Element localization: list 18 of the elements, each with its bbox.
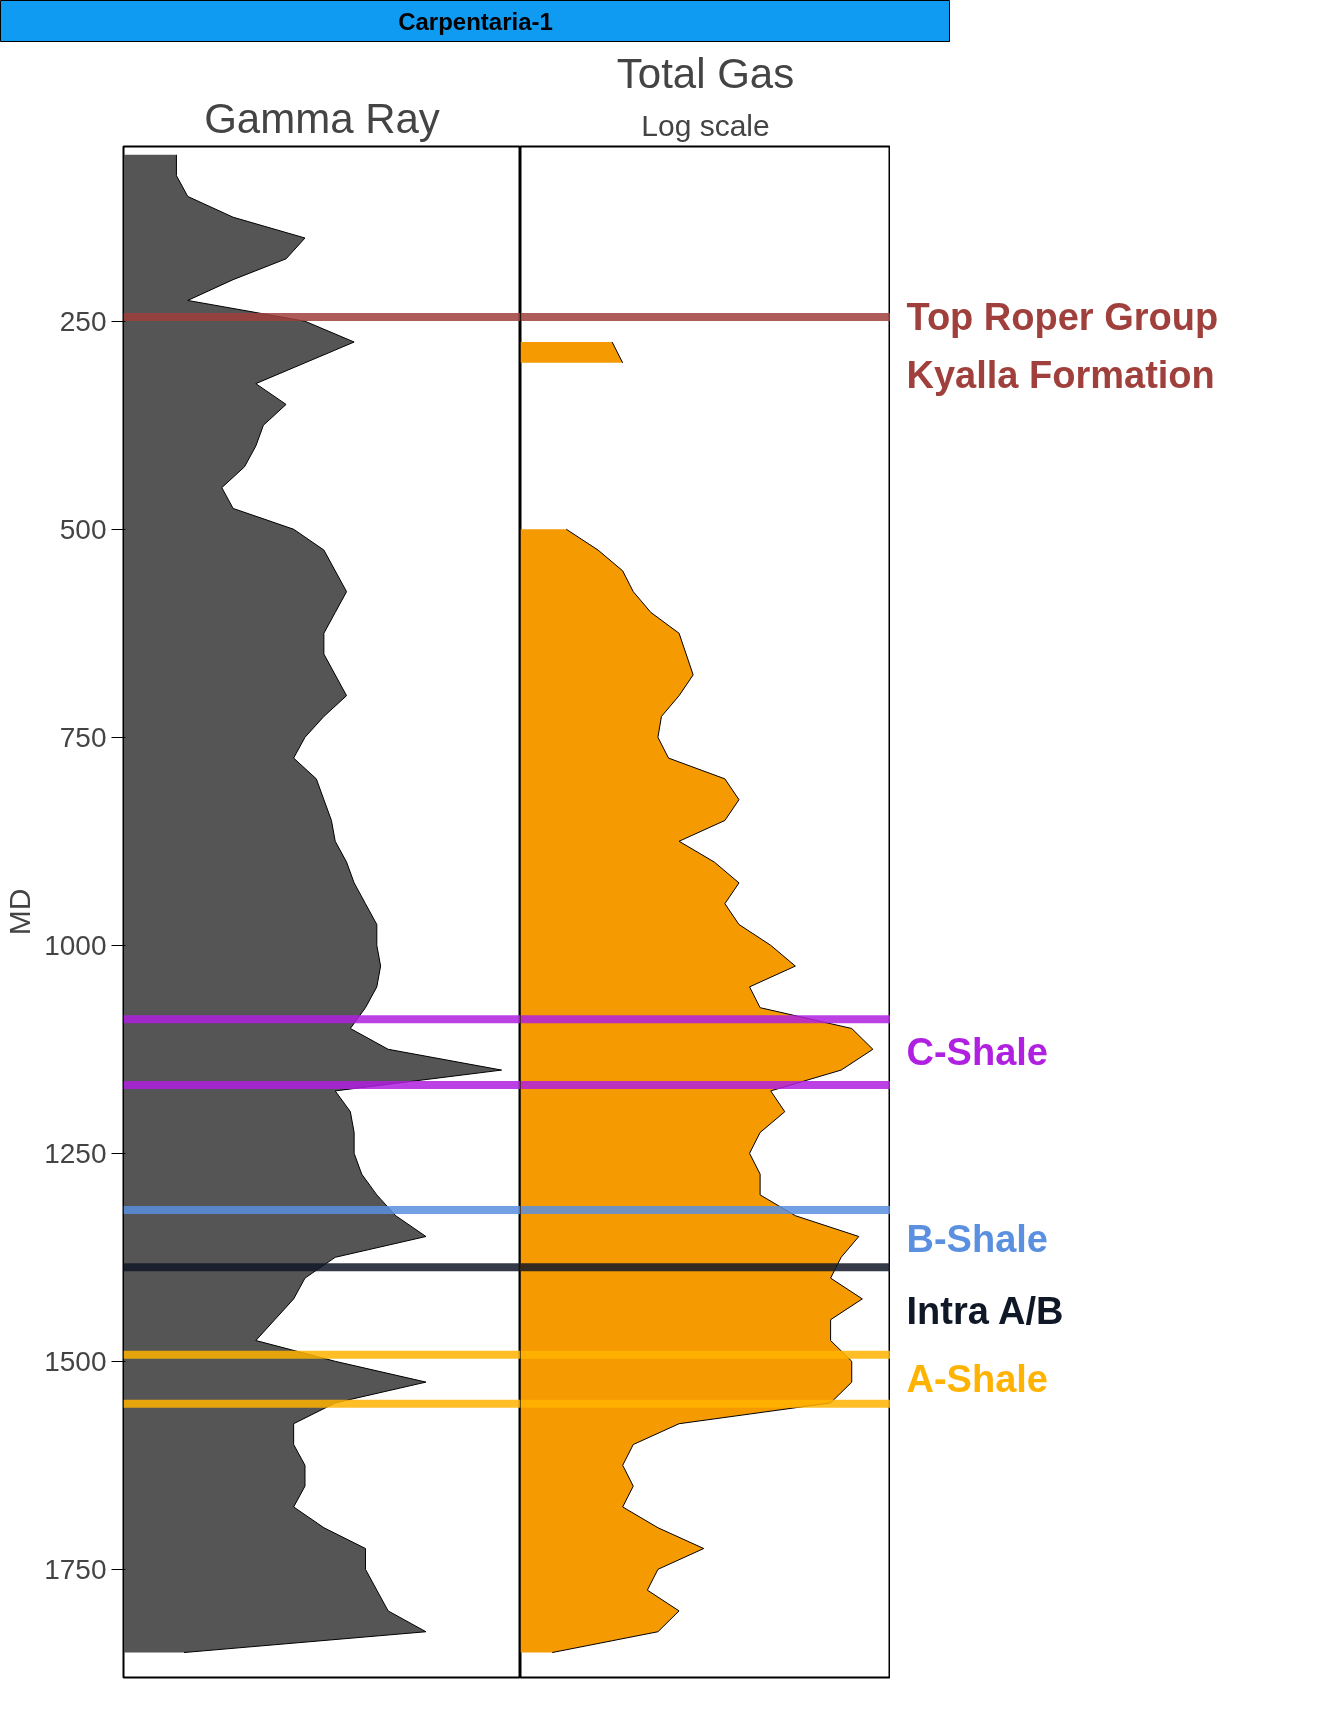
- chart-title: Gamma Ray: [204, 94, 440, 142]
- y-tick-label: 1250: [44, 1137, 107, 1169]
- chart-title: Total Gas: [616, 49, 795, 97]
- y-axis-title: MD: [3, 888, 37, 936]
- text: Kyalla Formation: [906, 354, 1215, 397]
- y-tick-label: 500: [59, 513, 107, 545]
- text: Carpentaria-1: [398, 8, 553, 35]
- ref-line-label: Top Roper Group: [906, 296, 1219, 339]
- y-tick-label: 1500: [44, 1345, 107, 1377]
- y-tick-label: 1000: [44, 929, 107, 961]
- ref-line-label: Intra A/B: [906, 1289, 1064, 1332]
- y-tick-label: 250: [59, 305, 107, 337]
- y-tick-label: 1750: [44, 1553, 107, 1585]
- ref-line-label: C-Shale: [906, 1031, 1048, 1074]
- chart-subtitle: Log scale: [641, 108, 770, 142]
- ref-line-label: A-Shale: [906, 1358, 1048, 1401]
- ref-line-label: B-Shale: [906, 1217, 1048, 1260]
- y-tick-label: 750: [59, 721, 107, 753]
